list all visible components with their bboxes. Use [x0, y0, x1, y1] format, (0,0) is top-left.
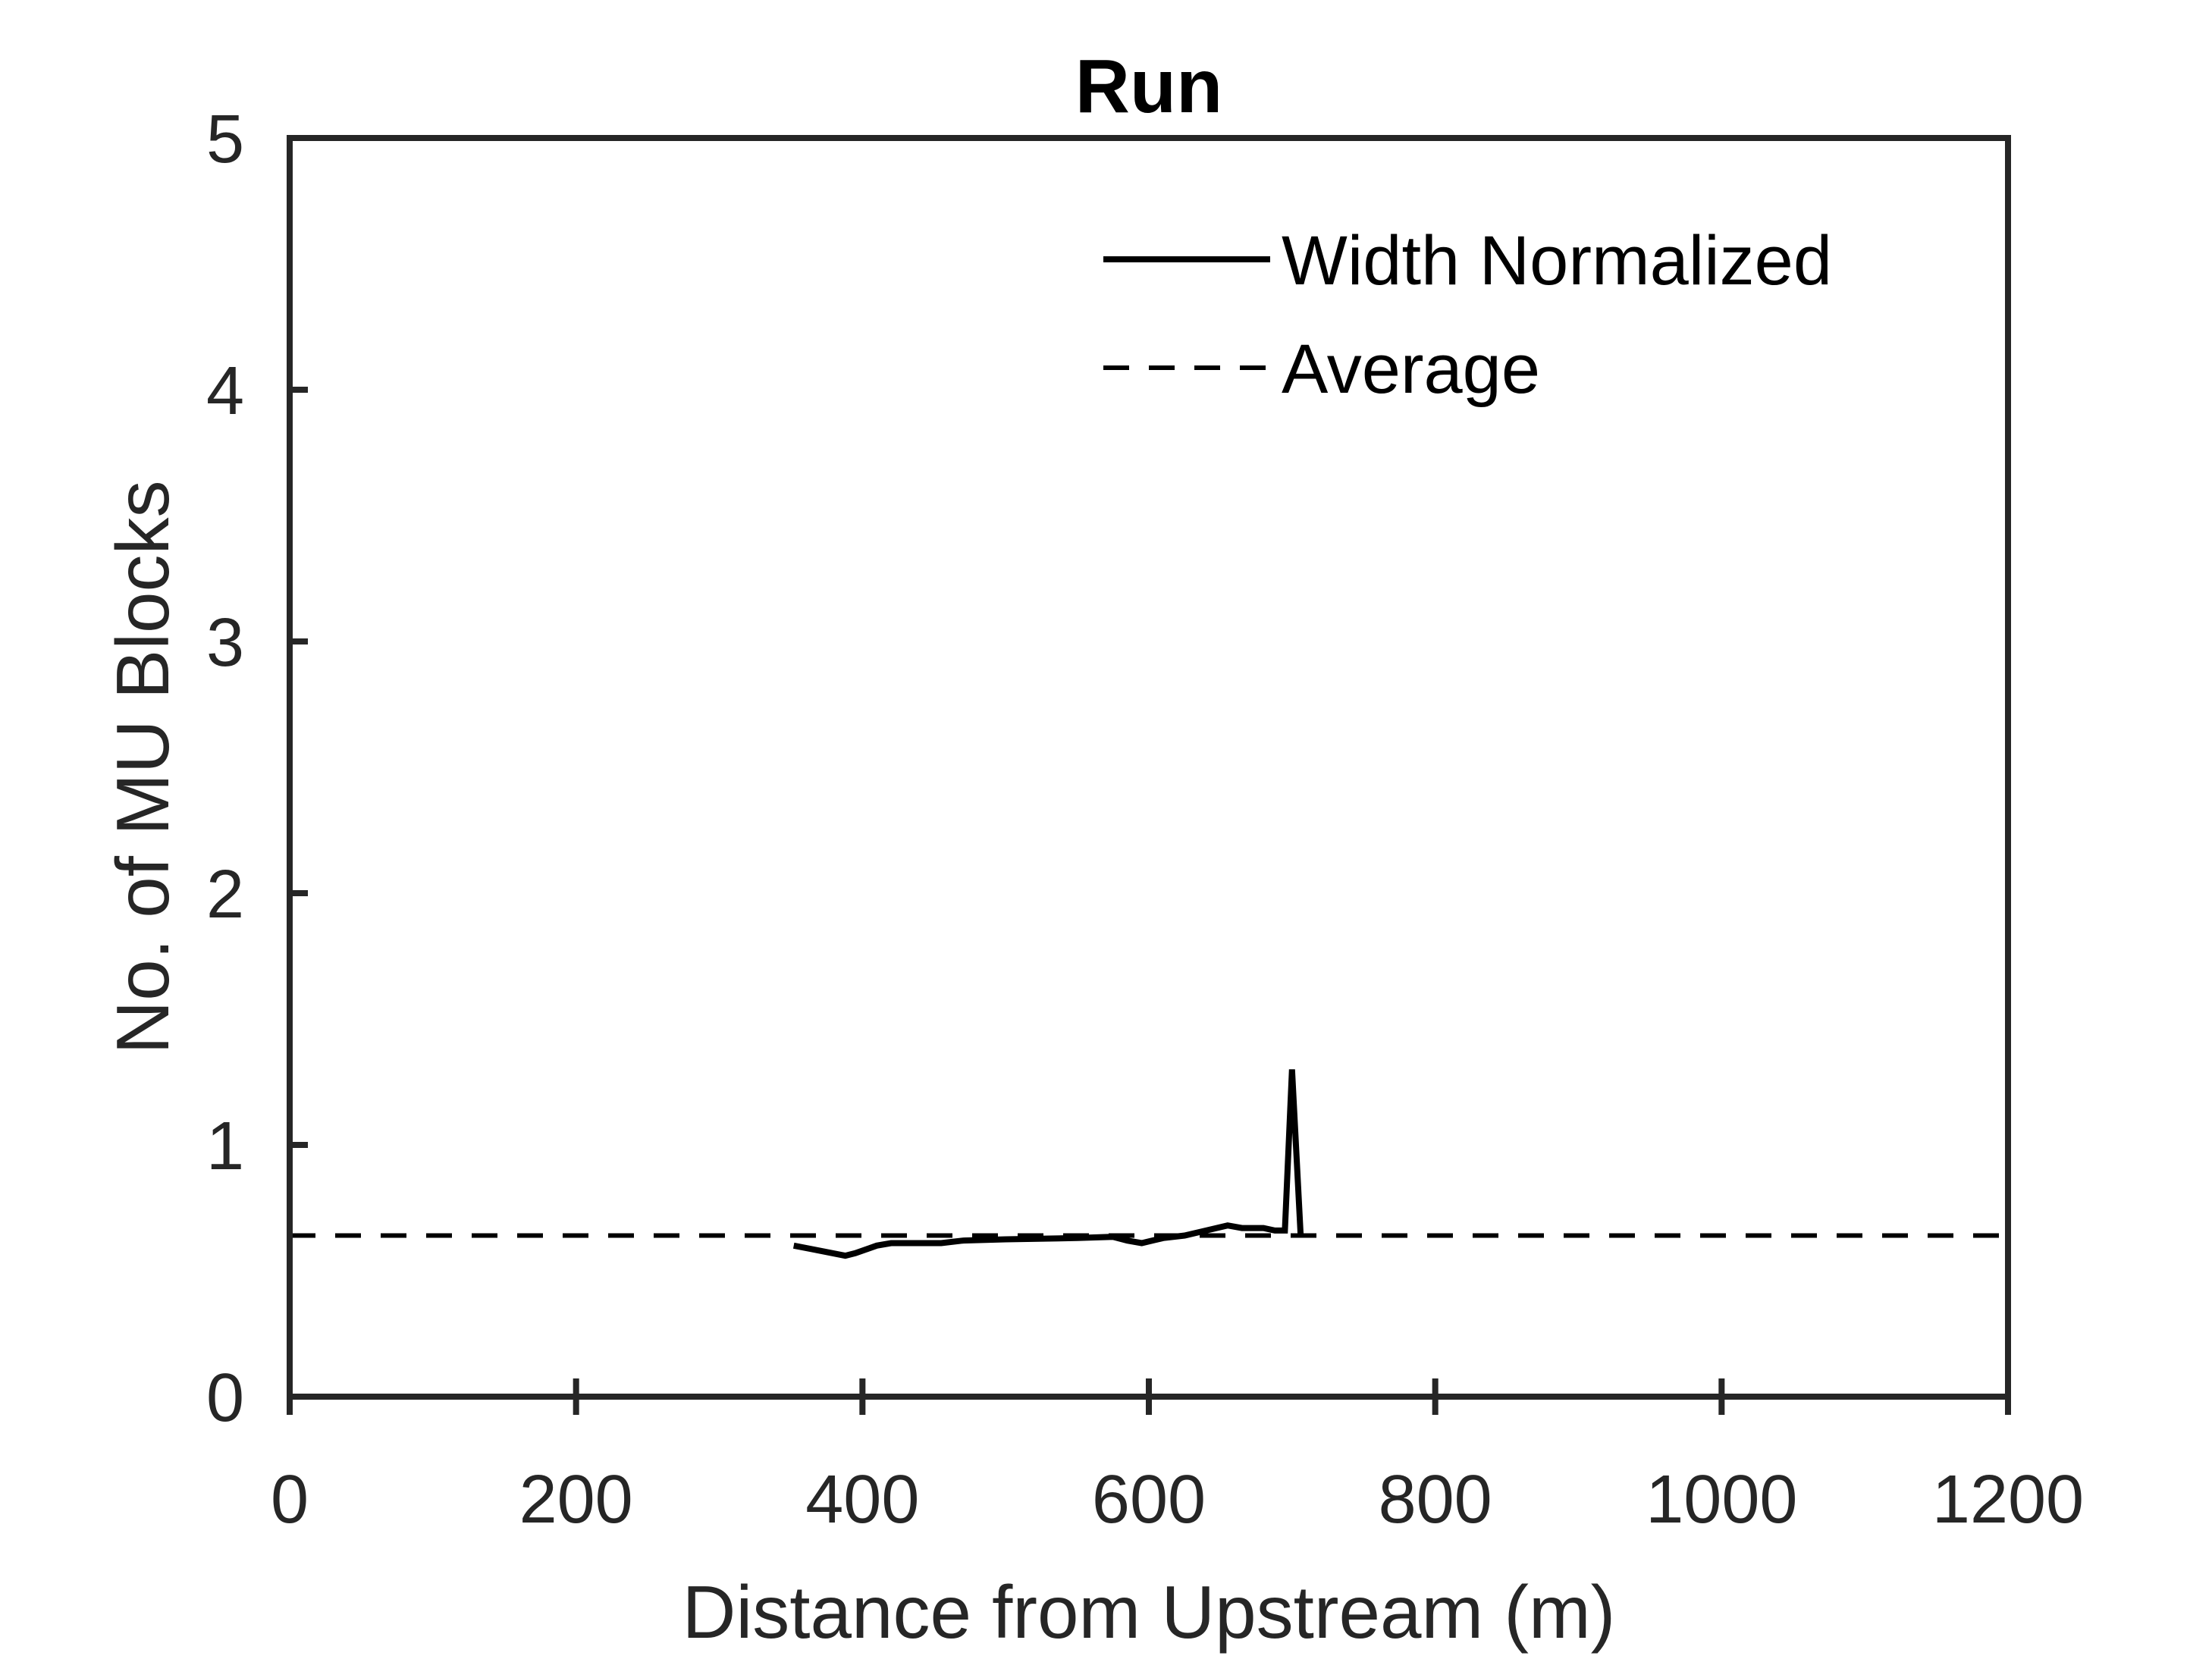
x-tick-label: 200: [519, 1462, 633, 1538]
y-tick-label: 1: [206, 1109, 244, 1184]
y-tick-label: 0: [206, 1360, 244, 1436]
x-tick-label: 0: [271, 1462, 309, 1538]
x-tick-label: 800: [1379, 1462, 1492, 1538]
y-axis-ticks: 0 1 2 3 4 5: [206, 102, 308, 1436]
x-axis-title: Distance from Upstream (m): [682, 1570, 1616, 1654]
x-tick-label: 1000: [1646, 1462, 1797, 1538]
x-tick-label: 400: [805, 1462, 919, 1538]
x-tick-label: 600: [1092, 1462, 1206, 1538]
y-tick-label: 5: [206, 102, 244, 177]
legend: Width Normalized Average: [1103, 222, 1832, 408]
plot-area: [290, 1069, 2008, 1259]
legend-label-average: Average: [1282, 331, 1540, 408]
chart-title: Run: [1075, 44, 1222, 129]
series-line-width-normalized: [792, 1069, 1304, 1259]
y-axis-title: No. of MU Blocks: [101, 481, 184, 1055]
y-tick-label: 3: [206, 605, 244, 681]
y-tick-label: 4: [206, 353, 244, 429]
x-axis-ticks: 0 200 400 600 800 1000 1200: [271, 1378, 2084, 1538]
legend-label-width-normalized: Width Normalized: [1282, 222, 1832, 299]
series-layer: [290, 1069, 2008, 1259]
x-tick-label: 1200: [1932, 1462, 2084, 1538]
y-tick-label: 2: [206, 857, 244, 933]
